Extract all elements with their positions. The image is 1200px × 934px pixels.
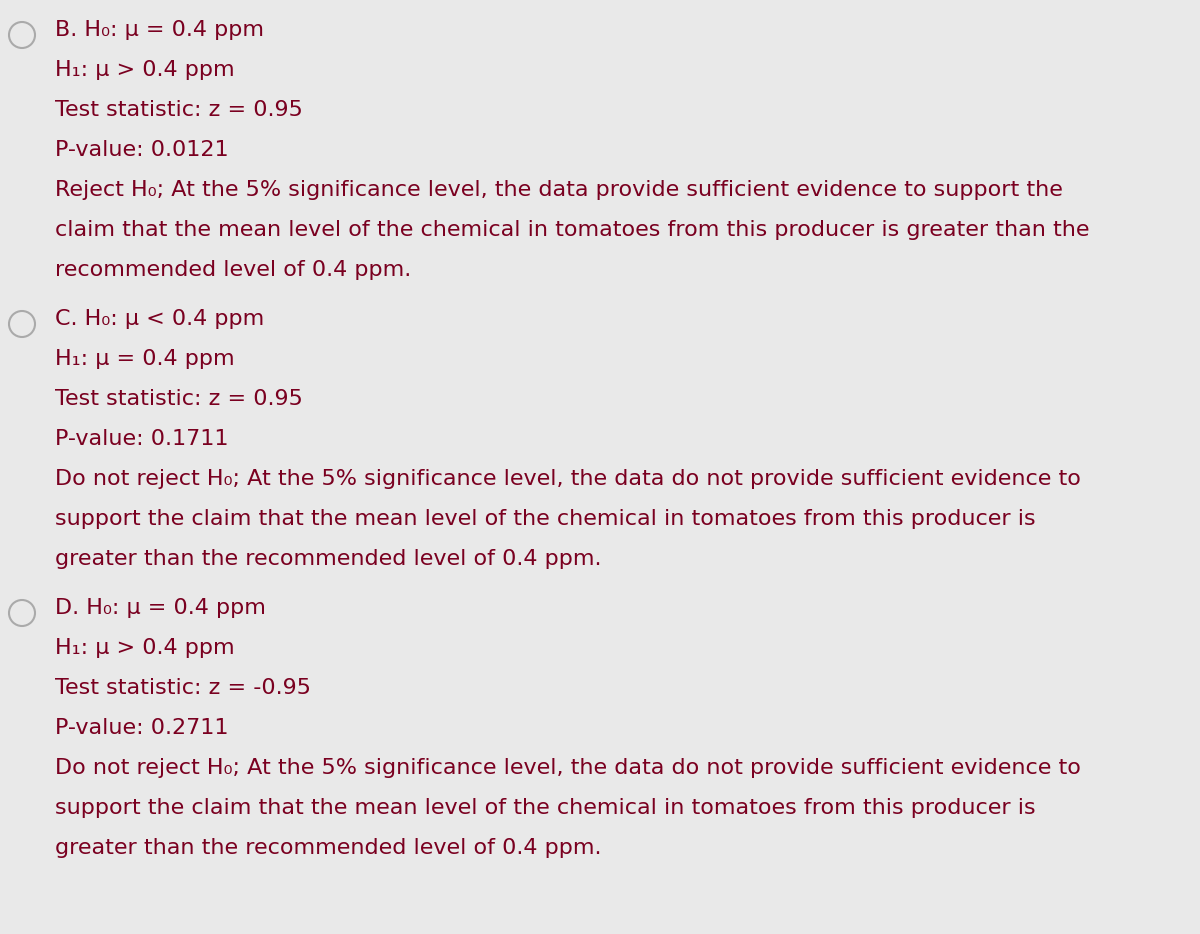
Text: H₁: μ = 0.4 ppm: H₁: μ = 0.4 ppm: [55, 349, 235, 369]
Text: greater than the recommended level of 0.4 ppm.: greater than the recommended level of 0.…: [55, 838, 601, 858]
Text: greater than the recommended level of 0.4 ppm.: greater than the recommended level of 0.…: [55, 549, 601, 569]
Text: Do not reject H₀; At the 5% significance level, the data do not provide sufficie: Do not reject H₀; At the 5% significance…: [55, 758, 1081, 778]
Text: Test statistic: z = -0.95: Test statistic: z = -0.95: [55, 678, 311, 698]
Text: C. H₀: μ < 0.4 ppm: C. H₀: μ < 0.4 ppm: [55, 309, 264, 329]
Text: recommended level of 0.4 ppm.: recommended level of 0.4 ppm.: [55, 260, 412, 280]
Text: support the claim that the mean level of the chemical in tomatoes from this prod: support the claim that the mean level of…: [55, 509, 1036, 529]
Text: H₁: μ > 0.4 ppm: H₁: μ > 0.4 ppm: [55, 638, 235, 658]
Text: P-value: 0.1711: P-value: 0.1711: [55, 429, 228, 449]
Text: P-value: 0.2711: P-value: 0.2711: [55, 718, 228, 738]
Text: Do not reject H₀; At the 5% significance level, the data do not provide sufficie: Do not reject H₀; At the 5% significance…: [55, 469, 1081, 489]
Text: Test statistic: z = 0.95: Test statistic: z = 0.95: [55, 389, 302, 409]
Text: claim that the mean level of the chemical in tomatoes from this producer is grea: claim that the mean level of the chemica…: [55, 220, 1090, 240]
Text: D. H₀: μ = 0.4 ppm: D. H₀: μ = 0.4 ppm: [55, 598, 266, 618]
Text: P-value: 0.0121: P-value: 0.0121: [55, 140, 229, 160]
Text: Reject H₀; At the 5% significance level, the data provide sufficient evidence to: Reject H₀; At the 5% significance level,…: [55, 180, 1063, 200]
Text: H₁: μ > 0.4 ppm: H₁: μ > 0.4 ppm: [55, 60, 235, 80]
Text: B. H₀: μ = 0.4 ppm: B. H₀: μ = 0.4 ppm: [55, 20, 264, 40]
Text: Test statistic: z = 0.95: Test statistic: z = 0.95: [55, 100, 302, 120]
Text: support the claim that the mean level of the chemical in tomatoes from this prod: support the claim that the mean level of…: [55, 798, 1036, 818]
